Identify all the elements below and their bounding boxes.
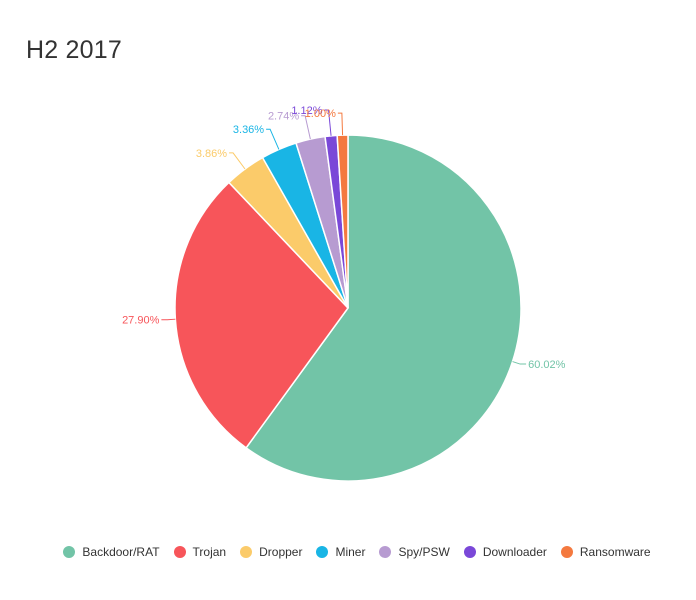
legend-item-ransomware[interactable]: Ransomware	[560, 545, 651, 559]
legend-swatch-icon	[316, 546, 329, 558]
leader-line-dropper	[229, 152, 246, 170]
legend-swatch-icon	[63, 546, 76, 558]
leader-line-backdoor-rat	[512, 361, 527, 365]
slice-label-backdoor-rat: 60.02%	[528, 359, 566, 371]
legend-label: Spy/PSW	[398, 545, 450, 559]
legend-item-miner[interactable]: Miner	[316, 545, 365, 559]
slice-label-spy-psw: 2.74%	[268, 111, 299, 123]
chart-legend: Backdoor/RAT Trojan Dropper Miner Spy/PSW Dow…	[0, 545, 696, 559]
pie-slices	[174, 134, 522, 482]
slice-labels: 60.02% 27.90% 3.86% 3.36% 2.74%1.12%1.00%	[122, 105, 566, 371]
leader-line-downloader	[324, 109, 332, 136]
label-leader-lines	[161, 109, 527, 365]
legend-item-trojan[interactable]: Trojan	[173, 545, 227, 559]
legend-item-spy-psw[interactable]: Spy/PSW	[379, 545, 450, 559]
legend-item-downloader[interactable]: Downloader	[463, 545, 547, 559]
slice-label-ransomware: 1.00%	[305, 108, 336, 120]
legend-swatch-icon	[379, 546, 392, 558]
legend-item-backdoor-rat[interactable]: Backdoor/RAT	[63, 545, 160, 559]
leader-line-trojan	[161, 318, 176, 321]
legend-swatch-icon	[463, 546, 476, 558]
legend-item-dropper[interactable]: Dropper	[240, 545, 302, 559]
slice-label-miner: 3.36%	[233, 124, 264, 136]
legend-label: Dropper	[259, 545, 303, 559]
leader-line-ransomware	[337, 112, 344, 136]
legend-swatch-icon	[240, 546, 253, 558]
legend-label: Ransomware	[579, 545, 651, 559]
slice-label-dropper: 3.86%	[196, 148, 227, 160]
pie-slice-backdoor-rat	[245, 134, 522, 482]
legend-label: Downloader	[482, 545, 547, 559]
legend-swatch-icon	[173, 546, 186, 558]
legend-label: Backdoor/RAT	[82, 545, 160, 559]
chart-title: H2 2017	[26, 36, 122, 64]
slice-label-downloader: 1.12%	[291, 105, 322, 117]
legend-label: Trojan	[192, 545, 227, 559]
legend-label: Miner	[335, 545, 366, 559]
slice-label-trojan: 27.90%	[122, 315, 160, 327]
leader-line-spy-psw	[301, 115, 311, 140]
legend-swatch-icon	[560, 546, 573, 558]
leader-line-miner	[266, 128, 280, 150]
